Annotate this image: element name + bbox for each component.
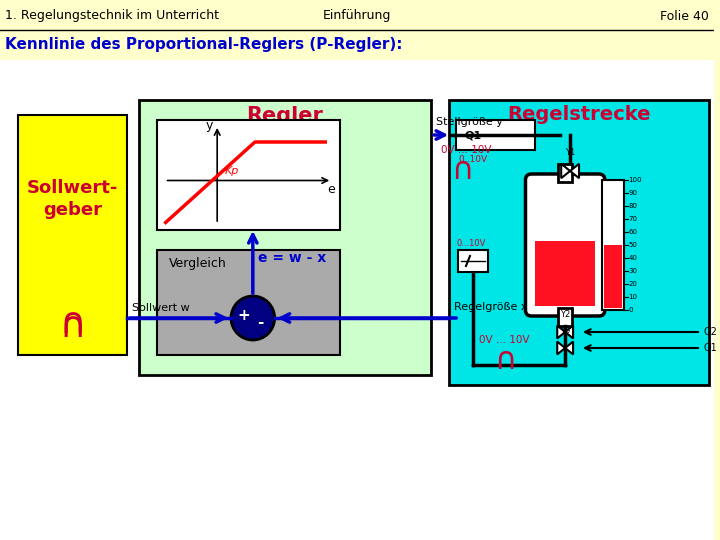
Polygon shape (557, 342, 565, 354)
Text: e = w - x: e = w - x (258, 251, 326, 265)
Text: Y1: Y1 (565, 148, 575, 157)
Text: 90: 90 (629, 190, 638, 196)
Text: Kennlinie des Proportional-Reglers (P-Regler):: Kennlinie des Proportional-Reglers (P-Re… (5, 37, 402, 51)
Text: 0V ... 10V: 0V ... 10V (441, 145, 492, 155)
Text: 80: 80 (629, 203, 638, 209)
Text: ∩: ∩ (451, 156, 474, 185)
Text: 0..10V: 0..10V (458, 156, 487, 165)
Text: Regelstrecke: Regelstrecke (508, 105, 651, 124)
Bar (449, 100, 709, 385)
Polygon shape (565, 326, 573, 339)
Polygon shape (570, 164, 579, 178)
Text: Folie 40: Folie 40 (660, 10, 709, 23)
Text: e: e (328, 183, 335, 196)
Text: 10: 10 (629, 294, 638, 300)
Text: 50: 50 (629, 242, 637, 248)
Text: ∩: ∩ (494, 346, 516, 375)
Text: Kp: Kp (225, 165, 240, 176)
Text: 30: 30 (629, 268, 638, 274)
Text: 60: 60 (629, 229, 638, 235)
Bar (18, 115, 127, 355)
Text: -: - (258, 314, 264, 329)
Text: Q2: Q2 (704, 327, 718, 337)
Bar (458, 250, 488, 272)
Bar (0, 0, 714, 30)
FancyBboxPatch shape (526, 174, 605, 316)
Polygon shape (561, 164, 570, 178)
Text: ∩: ∩ (59, 310, 86, 344)
Text: +: + (238, 308, 251, 323)
Text: 70: 70 (629, 216, 638, 222)
Text: Q1: Q1 (704, 343, 718, 353)
Text: Sollwert-
geber: Sollwert- geber (27, 179, 118, 219)
Text: Regler: Regler (247, 106, 323, 126)
Text: 0V ... 10V: 0V ... 10V (479, 335, 529, 345)
Text: 0: 0 (629, 307, 633, 313)
Text: Einführung: Einführung (323, 10, 391, 23)
Text: 20: 20 (629, 281, 637, 287)
Text: Q1: Q1 (464, 130, 481, 140)
Polygon shape (565, 342, 573, 354)
Bar (157, 120, 340, 230)
Text: 100: 100 (629, 177, 642, 183)
Text: Vergleich: Vergleich (168, 258, 226, 271)
Bar (456, 120, 536, 150)
Text: ∩: ∩ (59, 306, 86, 340)
Bar (0, 60, 714, 540)
Text: Stellgröße y: Stellgröße y (436, 117, 503, 127)
Bar (604, 245, 621, 308)
Text: 40: 40 (629, 255, 637, 261)
Text: 0...10V: 0...10V (456, 240, 485, 248)
Text: Regelgröße x: Regelgröße x (454, 302, 528, 312)
Text: 1. Regelungstechnik im Unterricht: 1. Regelungstechnik im Unterricht (5, 10, 219, 23)
Text: Y3: Y3 (560, 326, 570, 335)
Bar (602, 180, 624, 310)
Text: Y2: Y2 (560, 310, 570, 319)
Text: y: y (206, 119, 213, 132)
Bar (558, 164, 572, 182)
Bar (139, 100, 431, 375)
Bar (157, 250, 340, 355)
Polygon shape (557, 326, 565, 339)
Bar (558, 308, 572, 326)
Bar (536, 241, 595, 306)
Circle shape (231, 296, 274, 340)
Text: Sollwert w: Sollwert w (132, 303, 189, 313)
